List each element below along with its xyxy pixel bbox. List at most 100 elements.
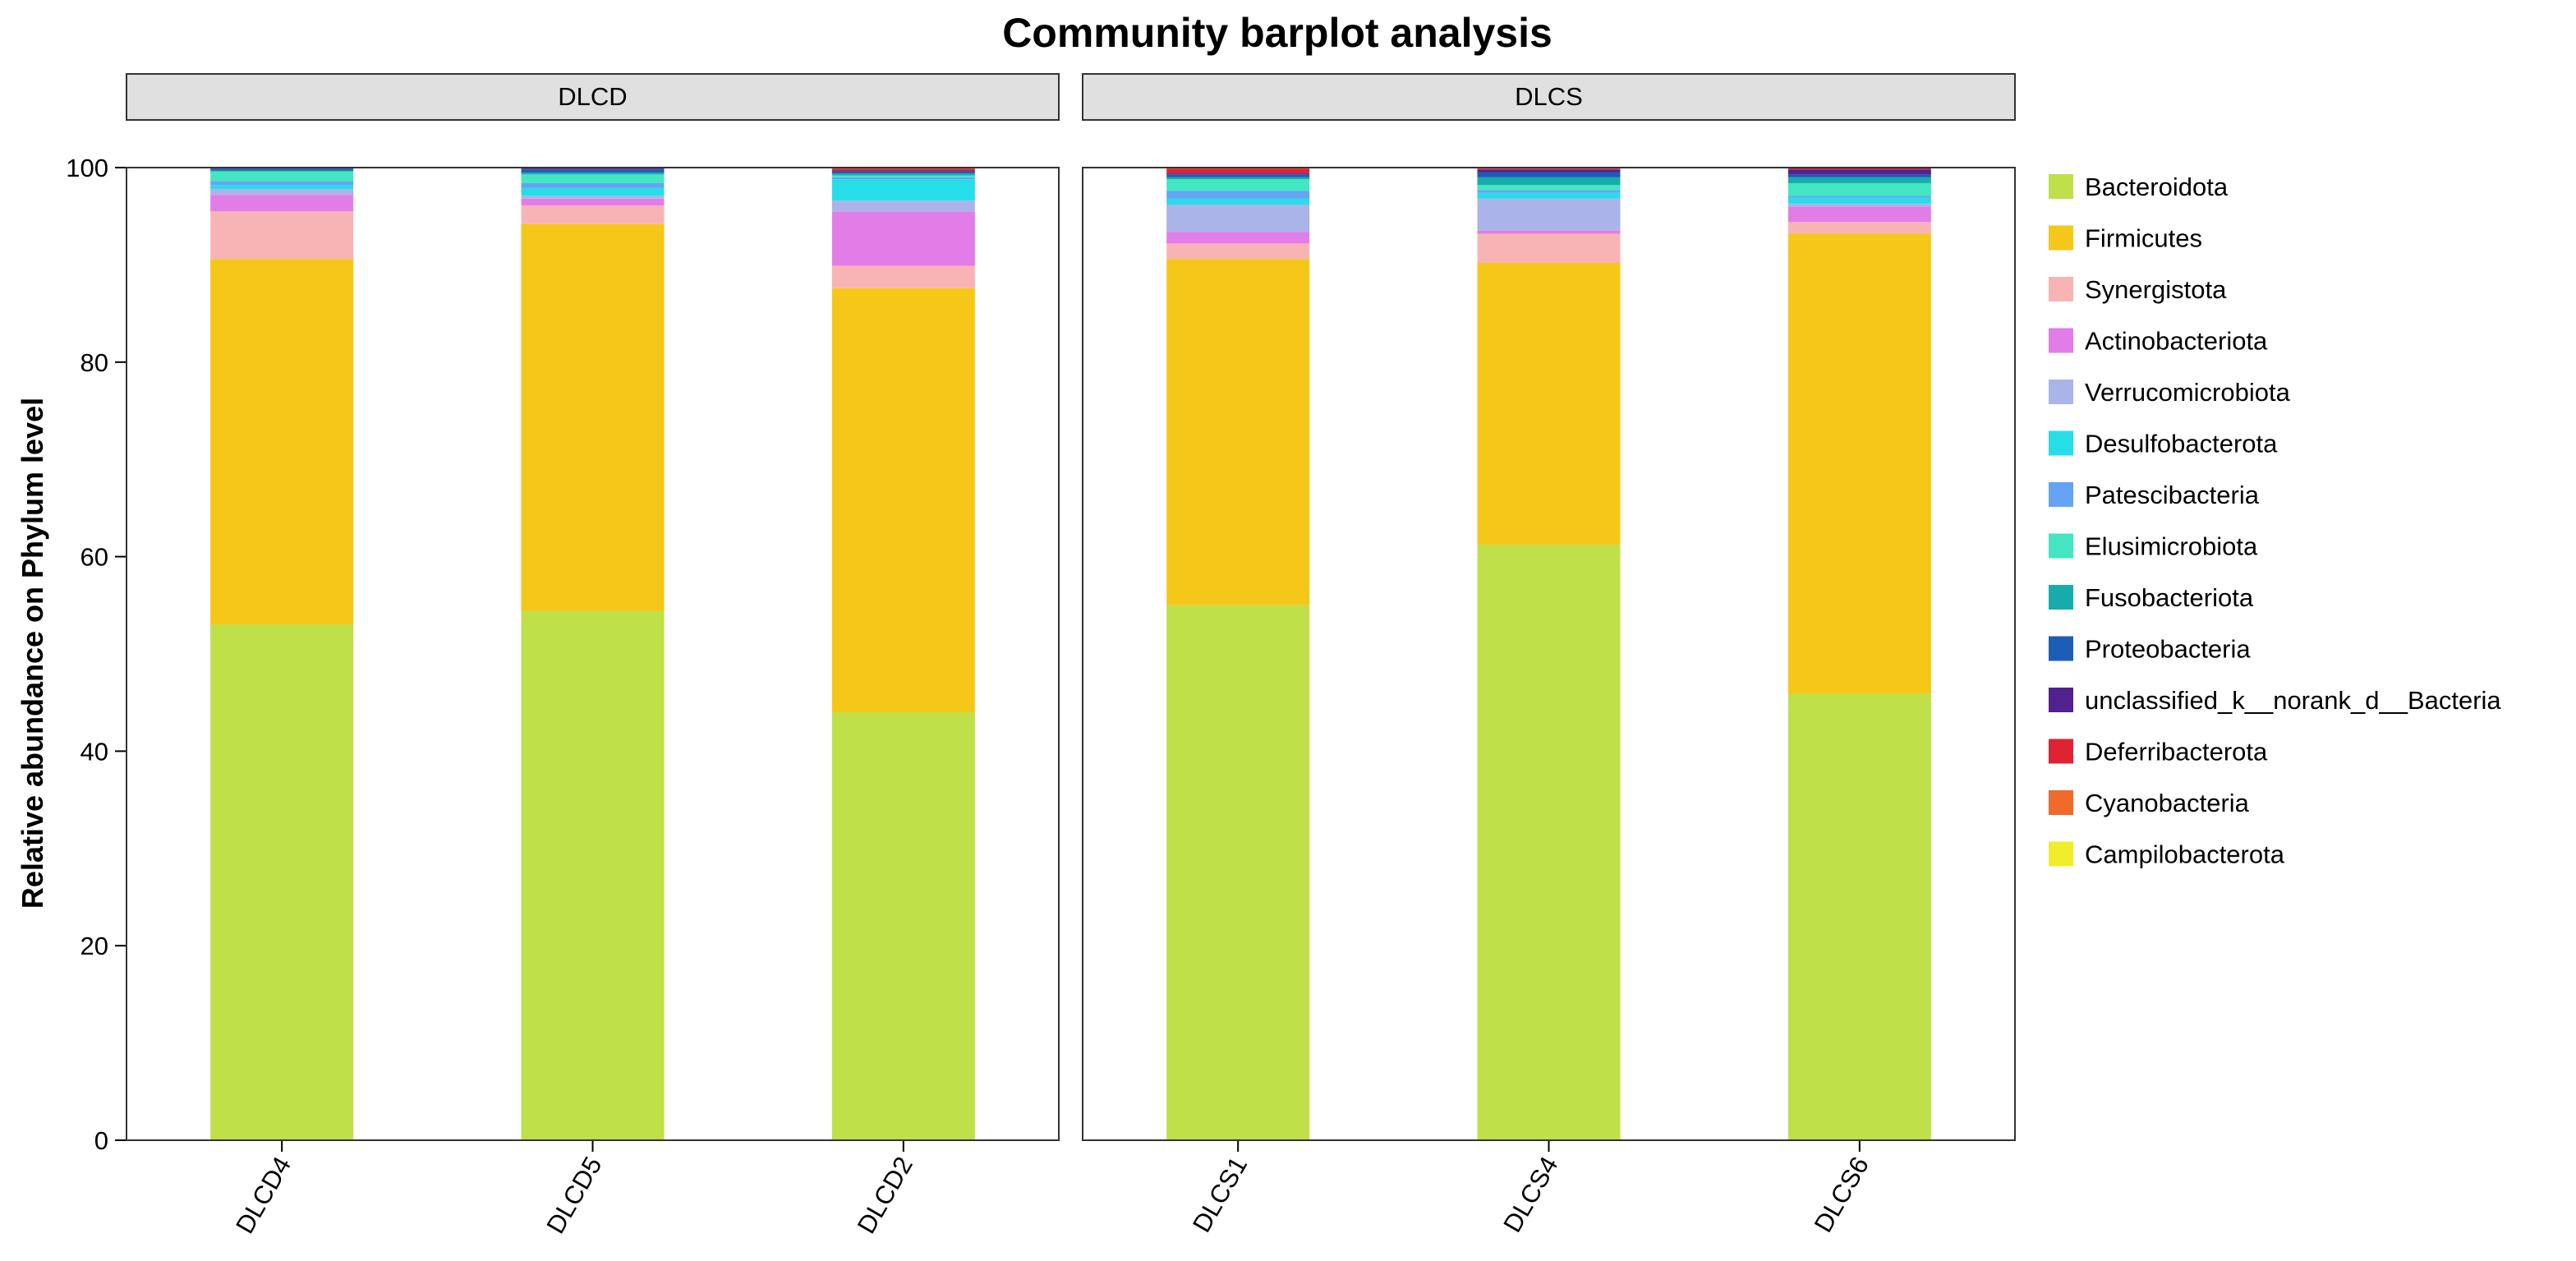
bar-segment-dlcs1-fusobacteriota bbox=[1166, 177, 1310, 180]
legend-item-verrucomicrobiota: Verrucomicrobiota bbox=[2049, 378, 2291, 407]
x-tick-label-dlcd5: DLCD5 bbox=[540, 1152, 607, 1239]
bar-segment-dlcd5-verrucomicrobiota bbox=[521, 196, 665, 199]
legend-label: Fusobacteriota bbox=[2085, 583, 2254, 612]
bar-segment-dlcd5-fusobacteriota bbox=[521, 172, 665, 175]
chart-title: Community barplot analysis bbox=[1002, 10, 1552, 56]
bar-segment-dlcs6-deferribacterota bbox=[1787, 168, 1931, 170]
legend-label: Desulfobacterota bbox=[2085, 430, 2278, 458]
bar-segment-dlcs4-verrucomicrobiota bbox=[1477, 198, 1621, 231]
bar-segment-dlcd4-synergistota bbox=[210, 211, 354, 260]
bar-segment-dlcs1-deferribacterota bbox=[1166, 168, 1310, 174]
legend-swatch bbox=[2049, 636, 2073, 661]
bar-segment-dlcd4-desulfobacterota bbox=[210, 185, 354, 190]
bar-segment-dlcs1-unclassified-k-norank-d-bacteria bbox=[1166, 173, 1310, 175]
y-tick-label-20: 20 bbox=[80, 932, 108, 960]
bar-stack-dlcd2 bbox=[831, 168, 975, 1140]
legend-swatch bbox=[2049, 482, 2073, 507]
panel-border-dlcd bbox=[126, 167, 1060, 1141]
bar-segment-dlcd5-patescibacteria bbox=[521, 182, 665, 188]
x-tick-label-dlcd2: DLCD2 bbox=[852, 1152, 918, 1239]
x-tick-label-dlcd4: DLCD4 bbox=[230, 1152, 297, 1239]
legend-item-unclassified-k-norank-d-bacteria: unclassified_k__norank_d__Bacteria bbox=[2049, 686, 2501, 715]
panel-border-dlcs bbox=[1082, 167, 2016, 1141]
legend-swatch bbox=[2049, 533, 2073, 559]
bar-segment-dlcd5-unclassified-k-norank-d-bacteria bbox=[521, 168, 665, 170]
legend-swatch bbox=[2049, 841, 2073, 867]
legend-swatch bbox=[2049, 328, 2073, 353]
bar-segment-dlcs6-proteobacteria bbox=[1787, 174, 1931, 177]
bar-segment-dlcd2-firmicutes bbox=[831, 288, 975, 713]
panel-dlcd: DLCD DLCD4 DLCD5 DLCD2 bbox=[126, 73, 1060, 1239]
legend-item-cyanobacteria: Cyanobacteria bbox=[2049, 789, 2250, 817]
legend-item-deferribacterota: Deferribacterota bbox=[2049, 738, 2268, 766]
bar-segment-dlcs6-firmicutes bbox=[1787, 233, 1931, 694]
legend-label: Deferribacterota bbox=[2085, 738, 2268, 766]
legend-item-bacteroidota: Bacteroidota bbox=[2049, 173, 2229, 201]
y-tick-label-60: 60 bbox=[80, 543, 108, 572]
legend-swatch bbox=[2049, 225, 2073, 251]
legend-item-elusimicrobiota: Elusimicrobiota bbox=[2049, 532, 2258, 561]
legend-item-campilobacterota: Campilobacterota bbox=[2049, 840, 2285, 869]
bar-segment-dlcs6-elusimicrobiota bbox=[1787, 182, 1931, 196]
bar-segment-dlcs6-unclassified-k-norank-d-bacteria bbox=[1787, 169, 1931, 175]
facet-strip-dlcs bbox=[1082, 73, 2016, 121]
bar-segment-dlcd5-proteobacteria bbox=[521, 169, 665, 173]
facet-strip-label: DLCD bbox=[558, 82, 627, 111]
bar-segment-dlcs6-actinobacteriota bbox=[1787, 206, 1931, 223]
bar-segment-dlcd4-bacteroidota bbox=[210, 624, 354, 1140]
bar-segment-dlcs4-patescibacteria bbox=[1477, 190, 1621, 193]
legend-swatch bbox=[2049, 585, 2073, 610]
bar-segment-dlcd4-firmicutes bbox=[210, 259, 354, 625]
legend: Bacteroidota Firmicutes Synergistota Actino… bbox=[2049, 173, 2501, 869]
bar-segment-dlcd4-fusobacteriota bbox=[210, 170, 354, 172]
bar-stack-dlcs6 bbox=[1787, 168, 1931, 1140]
legend-label: Campilobacterota bbox=[2085, 840, 2285, 869]
bar-segment-dlcd2-proteobacteria bbox=[831, 171, 975, 174]
legend-label: Verrucomicrobiota bbox=[2085, 378, 2291, 407]
legend-item-firmicutes: Firmicutes bbox=[2049, 224, 2202, 253]
bar-segment-dlcd4-actinobacteriota bbox=[210, 195, 354, 212]
bar-segment-dlcd4-proteobacteria bbox=[210, 168, 354, 171]
bar-segment-dlcs1-bacteroidota bbox=[1166, 605, 1310, 1140]
bar-segment-dlcd2-synergistota bbox=[831, 265, 975, 288]
bar-segment-dlcs6-fusobacteriota bbox=[1787, 177, 1931, 183]
bar-segment-dlcs1-proteobacteria bbox=[1166, 174, 1310, 177]
bar-segment-dlcd5-firmicutes bbox=[521, 223, 665, 611]
y-axis-label: Relative abundance on Phylum level bbox=[16, 398, 49, 909]
bar-segment-dlcd5-bacteroidota bbox=[521, 610, 665, 1140]
bar-segment-dlcd2-unclassified-k-norank-d-bacteria bbox=[831, 170, 975, 172]
bar-segment-dlcs6-desulfobacterota bbox=[1787, 197, 1931, 204]
bar-segment-dlcs4-firmicutes bbox=[1477, 263, 1621, 545]
bar-segment-dlcd2-elusimicrobiota bbox=[831, 175, 975, 177]
panels-layer: 0 20 40 60 80 100 DLCD DLCD4 DLCD5 DLCD2 DLCS DLCS1… bbox=[66, 73, 2016, 1239]
legend-swatch bbox=[2049, 688, 2073, 712]
legend-label: Bacteroidota bbox=[2085, 173, 2229, 201]
bar-segment-dlcd5-elusimicrobiota bbox=[521, 174, 665, 183]
legend-item-synergistota: Synergistota bbox=[2049, 275, 2227, 304]
bar-segment-dlcs4-desulfobacterota bbox=[1477, 192, 1621, 199]
bar-segment-dlcd2-fusobacteriota bbox=[831, 173, 975, 176]
bar-segment-dlcs1-actinobacteriota bbox=[1166, 232, 1310, 244]
bar-segment-dlcs4-elusimicrobiota bbox=[1477, 185, 1621, 191]
bar-segment-dlcs6-bacteroidota bbox=[1787, 693, 1931, 1140]
facet-strip-label: DLCS bbox=[1515, 82, 1583, 111]
y-tick-label-100: 100 bbox=[66, 154, 108, 182]
bar-segment-dlcs4-bacteroidota bbox=[1477, 545, 1621, 1140]
bar-segment-dlcd4-patescibacteria bbox=[210, 181, 354, 186]
legend-label: Actinobacteriota bbox=[2085, 327, 2268, 356]
legend-label: Synergistota bbox=[2085, 275, 2227, 304]
bar-stack-dlcs4 bbox=[1477, 168, 1621, 1140]
bar-stack-dlcd5 bbox=[521, 168, 665, 1140]
legend-label: Elusimicrobiota bbox=[2085, 532, 2258, 561]
bar-stack-dlcd4 bbox=[210, 168, 354, 1140]
legend-item-actinobacteriota: Actinobacteriota bbox=[2049, 327, 2268, 356]
legend-swatch bbox=[2049, 430, 2073, 456]
bar-stack-dlcs1 bbox=[1166, 168, 1310, 1140]
legend-item-patescibacteria: Patescibacteria bbox=[2049, 481, 2260, 509]
bar-segment-dlcs6-patescibacteria bbox=[1787, 196, 1931, 198]
legend-swatch bbox=[2049, 790, 2073, 815]
legend-swatch bbox=[2049, 174, 2073, 199]
bar-segment-dlcs6-synergistota bbox=[1787, 222, 1931, 234]
